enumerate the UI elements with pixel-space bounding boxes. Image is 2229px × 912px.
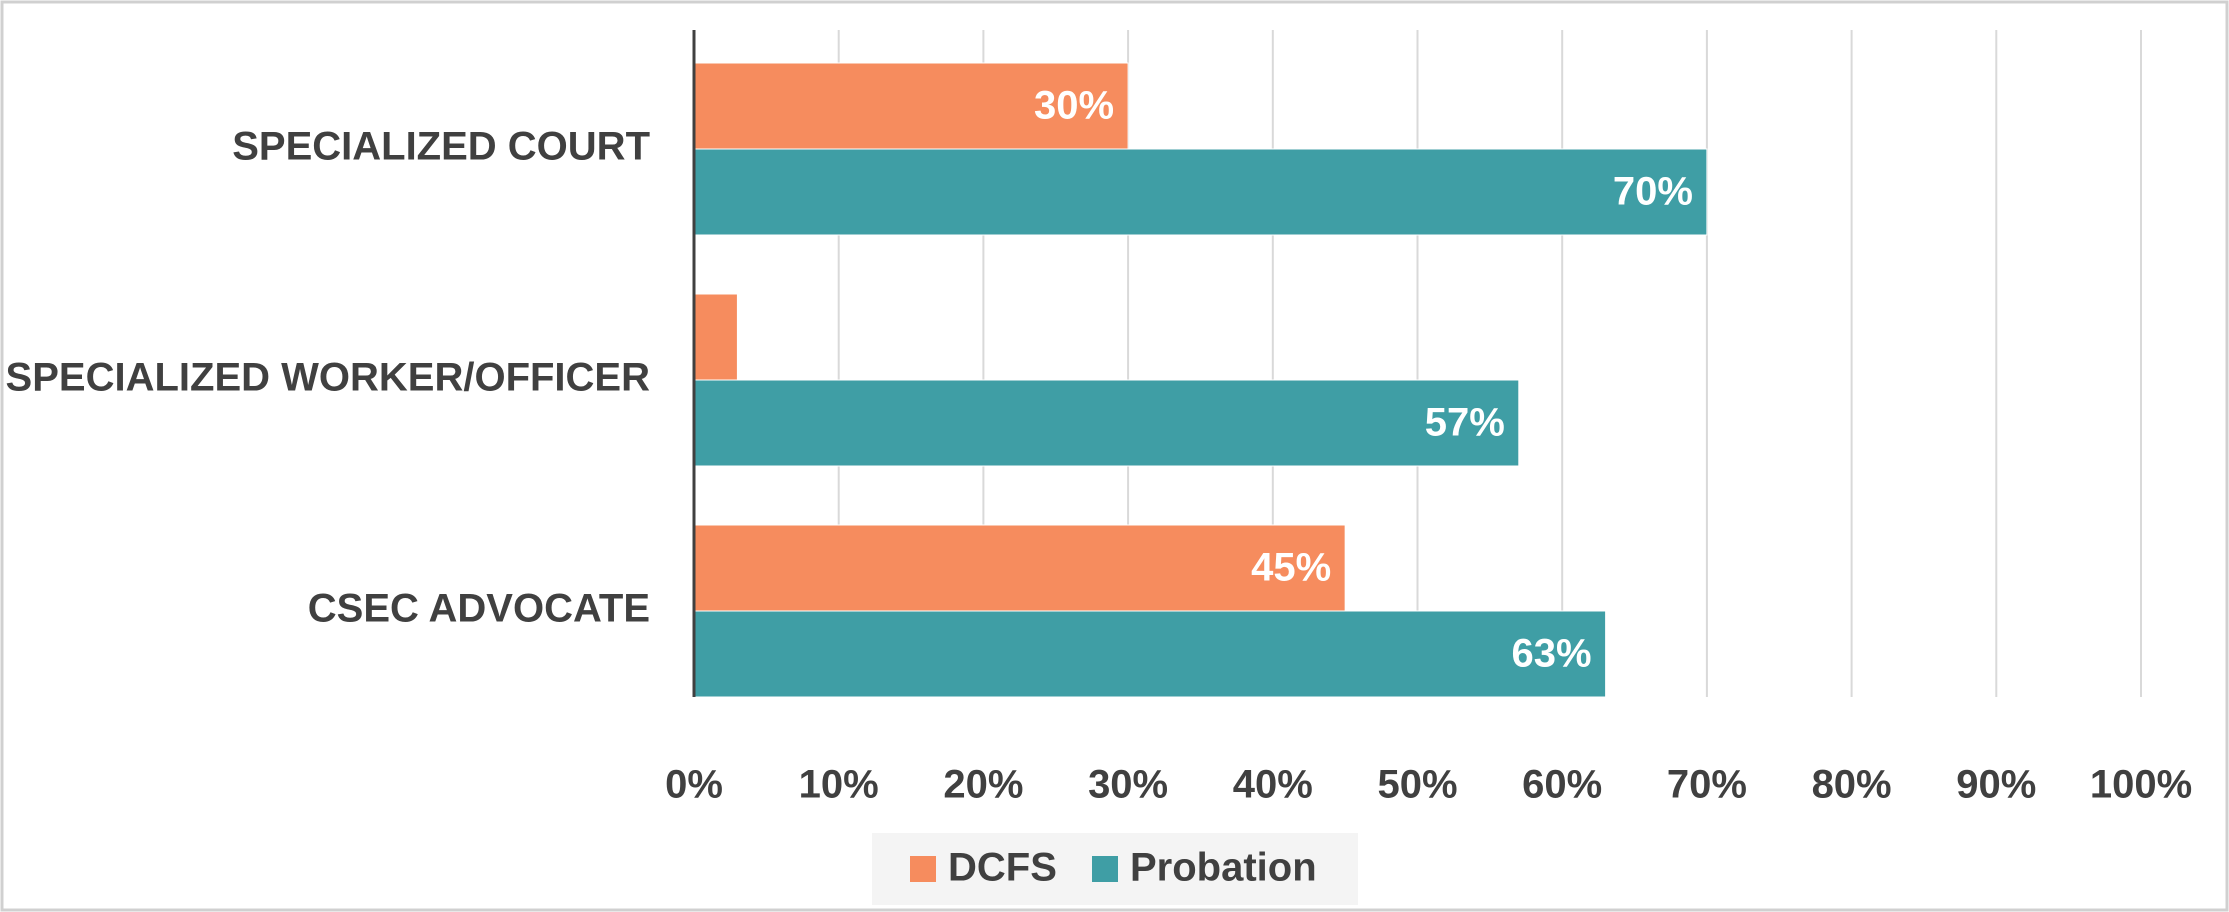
x-tick-label: 10% (799, 763, 879, 807)
x-tick-label: 80% (1812, 763, 1892, 807)
bar (693, 524, 1346, 612)
category-label: SPECIALIZED WORKER/OFFICER (6, 356, 651, 400)
legend-label: Probation (1130, 846, 1317, 890)
data-label: 30% (1034, 84, 1114, 128)
data-label: 57% (1425, 401, 1505, 445)
x-tick-label: 100% (2090, 763, 2192, 807)
category-label: CSEC ADVOCATE (308, 587, 650, 631)
bar (693, 148, 1708, 236)
bar (693, 293, 738, 381)
bar (693, 379, 1520, 467)
x-tick-label: 50% (1377, 763, 1457, 807)
category-label: SPECIALIZED COURT (232, 125, 650, 169)
x-tick-label: 0% (665, 763, 723, 807)
bar (693, 62, 1129, 150)
x-tick-label: 20% (943, 763, 1023, 807)
bar (693, 610, 1607, 698)
data-label: 45% (1251, 546, 1331, 590)
x-tick-label: 30% (1088, 763, 1168, 807)
x-tick-label: 40% (1233, 763, 1313, 807)
x-tick-label: 70% (1667, 763, 1747, 807)
legend-swatch (910, 856, 936, 882)
legend-swatch (1092, 856, 1118, 882)
legend-label: DCFS (948, 846, 1057, 890)
data-label: 70% (1613, 170, 1693, 214)
x-tick-label: 90% (1956, 763, 2036, 807)
x-tick-label: 60% (1522, 763, 1602, 807)
data-label: 63% (1512, 632, 1592, 676)
